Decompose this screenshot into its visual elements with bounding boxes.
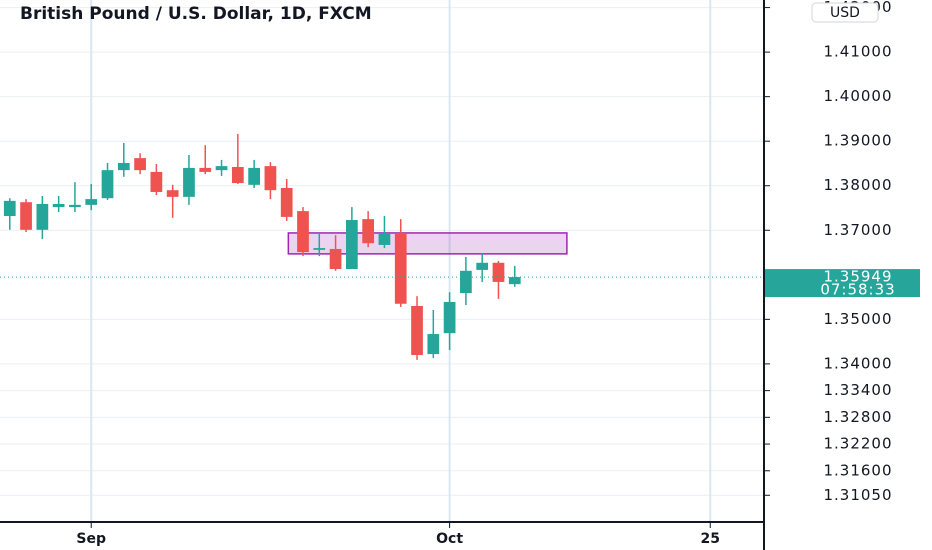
candle-body: [329, 248, 342, 270]
last-price-label: 1.35949: [823, 268, 892, 286]
y-tick-label: 1.37000: [823, 221, 892, 239]
x-tick-label: 25: [701, 531, 720, 547]
candle-body: [280, 187, 293, 217]
y-tick-label: 1.31050: [823, 486, 892, 504]
y-tick-label: 1.40000: [823, 87, 892, 105]
candle-body: [345, 220, 358, 270]
candle-body: [443, 301, 456, 334]
chart-title: British Pound / U.S. Dollar, 1D, FXCM: [20, 4, 372, 24]
candle-body: [101, 170, 114, 199]
candle-body: [183, 167, 195, 197]
candle-body: [3, 200, 16, 217]
candle-body: [508, 277, 521, 285]
x-tick-label: Sep: [76, 531, 106, 547]
candle-body: [52, 203, 65, 208]
grid: [0, 0, 764, 522]
candle-body: [411, 305, 423, 355]
candle-body: [85, 199, 98, 205]
candle-body: [264, 166, 277, 191]
y-tick-label: 1.32200: [823, 435, 892, 453]
y-tick-label: 1.38000: [823, 176, 892, 194]
candle-body: [492, 262, 505, 282]
candle-body: [20, 202, 32, 230]
candle-body: [394, 232, 407, 304]
currency-label[interactable]: USD: [830, 5, 860, 21]
candle-body: [166, 190, 179, 197]
candle-body: [297, 211, 309, 253]
candle-body: [362, 219, 375, 244]
y-tick-label: 1.35000: [823, 310, 892, 328]
y-tick-label: 1.39000: [823, 132, 892, 150]
zone: [287, 232, 568, 255]
candle-body: [427, 334, 440, 355]
candle-body: [150, 171, 163, 192]
candle-body: [231, 167, 244, 184]
candle-body: [215, 166, 228, 171]
candle-body: [313, 248, 326, 250]
candle-body: [117, 163, 130, 171]
last-price-badge: [765, 269, 920, 298]
x-tick-label: Oct: [436, 531, 463, 547]
candle-body: [378, 233, 391, 245]
candle-body: [199, 167, 212, 172]
y-tick-label: 1.31600: [823, 461, 892, 479]
candle-body: [460, 270, 472, 294]
currency-badge[interactable]: [811, 2, 879, 23]
candle-body: [134, 158, 146, 171]
y-tick-label: 1.41000: [823, 43, 892, 61]
y-tick-label: 1.32800: [823, 408, 892, 426]
y-tick-label: 1.34000: [823, 354, 892, 372]
countdown-label: 07:58:33: [820, 281, 895, 299]
axes: 1.420001.410001.400001.390001.380001.370…: [76, 0, 920, 547]
y-tick-label: 1.33400: [823, 381, 892, 399]
candle-body: [36, 203, 49, 230]
candle-body: [69, 204, 81, 208]
candle-body: [248, 167, 260, 185]
candle-body: [476, 262, 489, 270]
plot: [0, 134, 764, 360]
